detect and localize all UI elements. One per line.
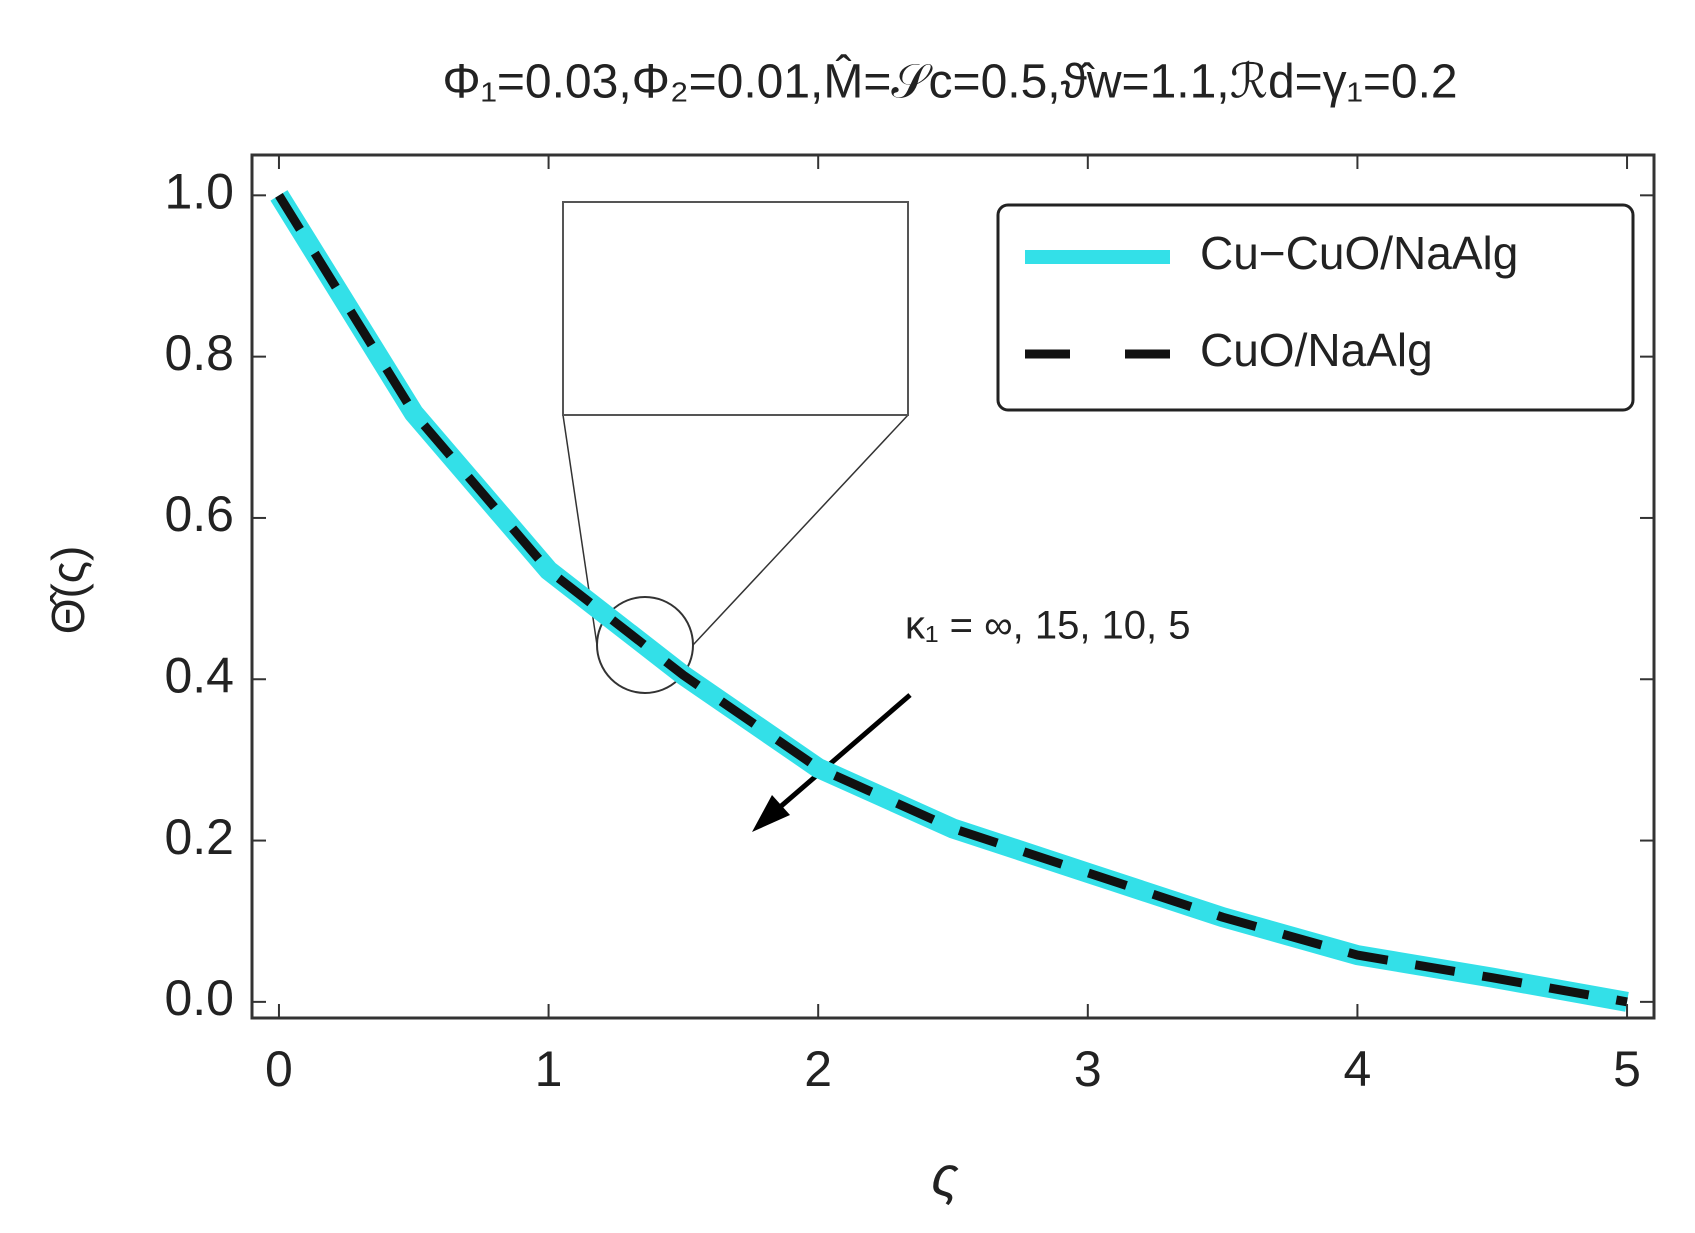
x-tick-label: 3 [1074,1041,1102,1097]
legend-label: CuO/NaAlg [1200,324,1433,376]
legend: Cu−CuO/NaAlg CuO/NaAlg [996,203,1635,412]
arrow-head [752,795,790,832]
plot-frame [250,153,1656,1020]
x-tick-label: 0 [265,1041,293,1097]
chart-title: Φ₁=0.03,Φ₂=0.01,M̂=𝒮c=0.5,ϑ̂w=1.1,ℛd=γ₁=… [442,55,1457,109]
y-tick-label: 0.0 [164,970,234,1026]
data-line [270,190,1629,1012]
annotation: κ₁ = ∞, 15, 10, 5 [905,604,1191,648]
x-tick-label: 1 [535,1041,563,1097]
y-tick-label: 0.2 [164,809,234,865]
legend-label: Cu−CuO/NaAlg [1200,227,1518,279]
x-tick-label: 4 [1344,1041,1372,1097]
x-tick-label: 5 [1613,1041,1641,1097]
y-tick-label: 0.8 [164,325,234,381]
x-axis-label: ς [931,1144,959,1207]
y-axis-label: Θ̂(ς) [42,546,94,635]
y-tick-label: 0.4 [164,647,234,703]
y-tick-label: 0.6 [164,486,234,542]
x-tick-label: 2 [804,1041,832,1097]
y-tick-label: 1.0 [164,164,234,220]
zoom-inset [562,201,909,416]
zoom-connector [692,414,909,646]
annotation-arrow [763,693,912,822]
